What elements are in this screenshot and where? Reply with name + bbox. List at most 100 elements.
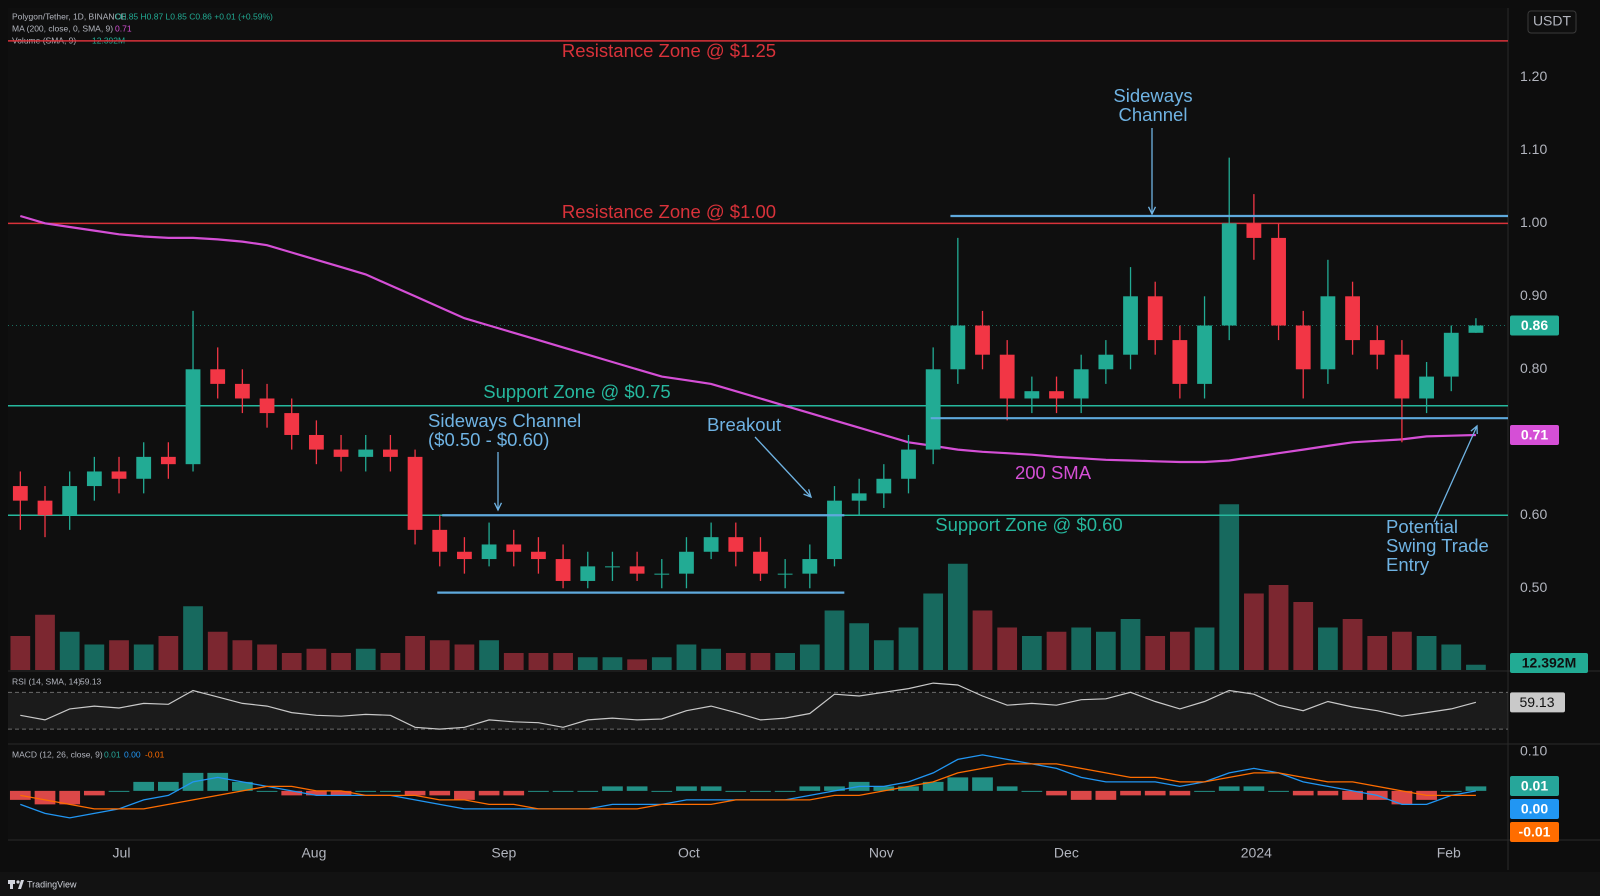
candle-body [185, 369, 201, 465]
volume-bar [479, 640, 499, 670]
symbol: Polygon/Tether, 1D, BINANCE [12, 11, 127, 21]
candle-body [728, 537, 744, 552]
macd-histogram-bar [1292, 790, 1314, 796]
candle-body [383, 449, 398, 457]
macd-histogram-bar [1243, 786, 1265, 791]
macd-value: 0.00 [1521, 801, 1548, 817]
macd-histogram-bar [59, 790, 81, 805]
volume-bar [1416, 636, 1437, 670]
candle-body [1073, 369, 1089, 399]
volume-bar [59, 631, 80, 670]
volume-bar [355, 648, 376, 670]
candle-body [1468, 325, 1484, 333]
volume-bar [602, 657, 623, 670]
macd-legend-value: 0.01 [104, 749, 121, 759]
annotation: Potential [1386, 516, 1458, 537]
macd-histogram-bar [380, 790, 401, 792]
candle-body [62, 486, 78, 516]
macd-histogram-bar [676, 786, 697, 791]
candle-body [1123, 296, 1138, 355]
annotation-arrow [754, 436, 812, 498]
annotation: Entry [1386, 554, 1430, 575]
candle-body [999, 354, 1015, 399]
candle-body [210, 369, 226, 384]
annotation: Sideways [1113, 85, 1192, 106]
y-tick-label: 0.90 [1520, 287, 1547, 303]
candle-body [1394, 354, 1410, 399]
ohlc: O0.85 H0.87 L0.85 C0.86 +0.01 (+0.59%) [115, 11, 273, 21]
volume-bar [651, 657, 672, 670]
volume-bar [849, 623, 870, 670]
macd-legend: MACD (12, 26, close, 9) [12, 749, 103, 759]
currency: USDT [1533, 13, 1572, 29]
candle-body [975, 325, 990, 355]
logo-icon [16, 880, 20, 884]
candle-body [1024, 391, 1040, 399]
candle-body [284, 413, 300, 435]
candle-body [432, 529, 448, 552]
candle-body [506, 544, 522, 552]
volume-bar [627, 659, 647, 670]
y-tick-label: 0.60 [1520, 506, 1547, 522]
macd-legend-value: 0.00 [124, 749, 141, 759]
volume-bar [158, 636, 179, 670]
logo-icon [18, 880, 24, 889]
macd-histogram-bar [626, 786, 648, 791]
candle-body [1443, 332, 1459, 377]
y-tick-label: 1.10 [1520, 141, 1547, 157]
volume-bar [405, 636, 425, 670]
macd-histogram-bar [429, 790, 451, 796]
volume-bar [1441, 644, 1462, 670]
sma-value: 0.71 [1521, 427, 1548, 443]
volume-bar [1194, 627, 1215, 670]
volume-bar [873, 640, 894, 670]
candle-body [555, 559, 571, 581]
candle-body [37, 500, 53, 516]
volume-bar [183, 606, 203, 670]
candle-body [851, 493, 867, 501]
signal-line [20, 763, 1476, 810]
macd-histogram-bar [774, 790, 796, 792]
volume-bar [824, 610, 845, 670]
macd-histogram-bar [1070, 790, 1092, 800]
volume-bar [109, 640, 129, 670]
macd-histogram-bar [83, 790, 105, 796]
macd-histogram-bar [651, 790, 673, 792]
volume-bar [1046, 631, 1067, 670]
candle-body [901, 449, 916, 479]
annotation: Breakout [707, 414, 781, 435]
macd-histogram-bar [750, 790, 771, 792]
level-label: Support Zone @ $0.60 [935, 514, 1122, 535]
macd-histogram-bar [1317, 790, 1339, 796]
volume-value-box [1510, 653, 1588, 673]
candle-body [333, 449, 349, 457]
candle-body [925, 369, 941, 450]
candle-body [1419, 376, 1434, 399]
candle-body [111, 471, 127, 479]
volume-bar [528, 653, 549, 670]
volume-bar [676, 644, 697, 670]
volume-bar [701, 648, 721, 670]
candle-body [1221, 223, 1237, 326]
volume-bar [799, 644, 820, 670]
volume-bar [1268, 585, 1289, 670]
x-tick-label: Jul [113, 845, 131, 861]
volume-bar [257, 644, 277, 670]
macd-histogram-bar [306, 790, 327, 796]
macd-histogram-bar [503, 790, 525, 796]
candle-body [308, 434, 324, 450]
macd-histogram-bar [355, 790, 377, 792]
macd-histogram-bar [824, 786, 845, 791]
sma-value-box [1510, 424, 1559, 445]
volume-bar [775, 653, 796, 670]
macd-histogram-bar [1144, 790, 1166, 796]
macd-histogram-bar [898, 786, 919, 791]
volume-bar [923, 593, 944, 670]
x-tick-label: Feb [1437, 845, 1461, 861]
macd-histogram-bar [108, 790, 130, 792]
volume-bar [1145, 636, 1166, 670]
candle-body [1295, 325, 1311, 370]
volume-bar [232, 640, 253, 670]
